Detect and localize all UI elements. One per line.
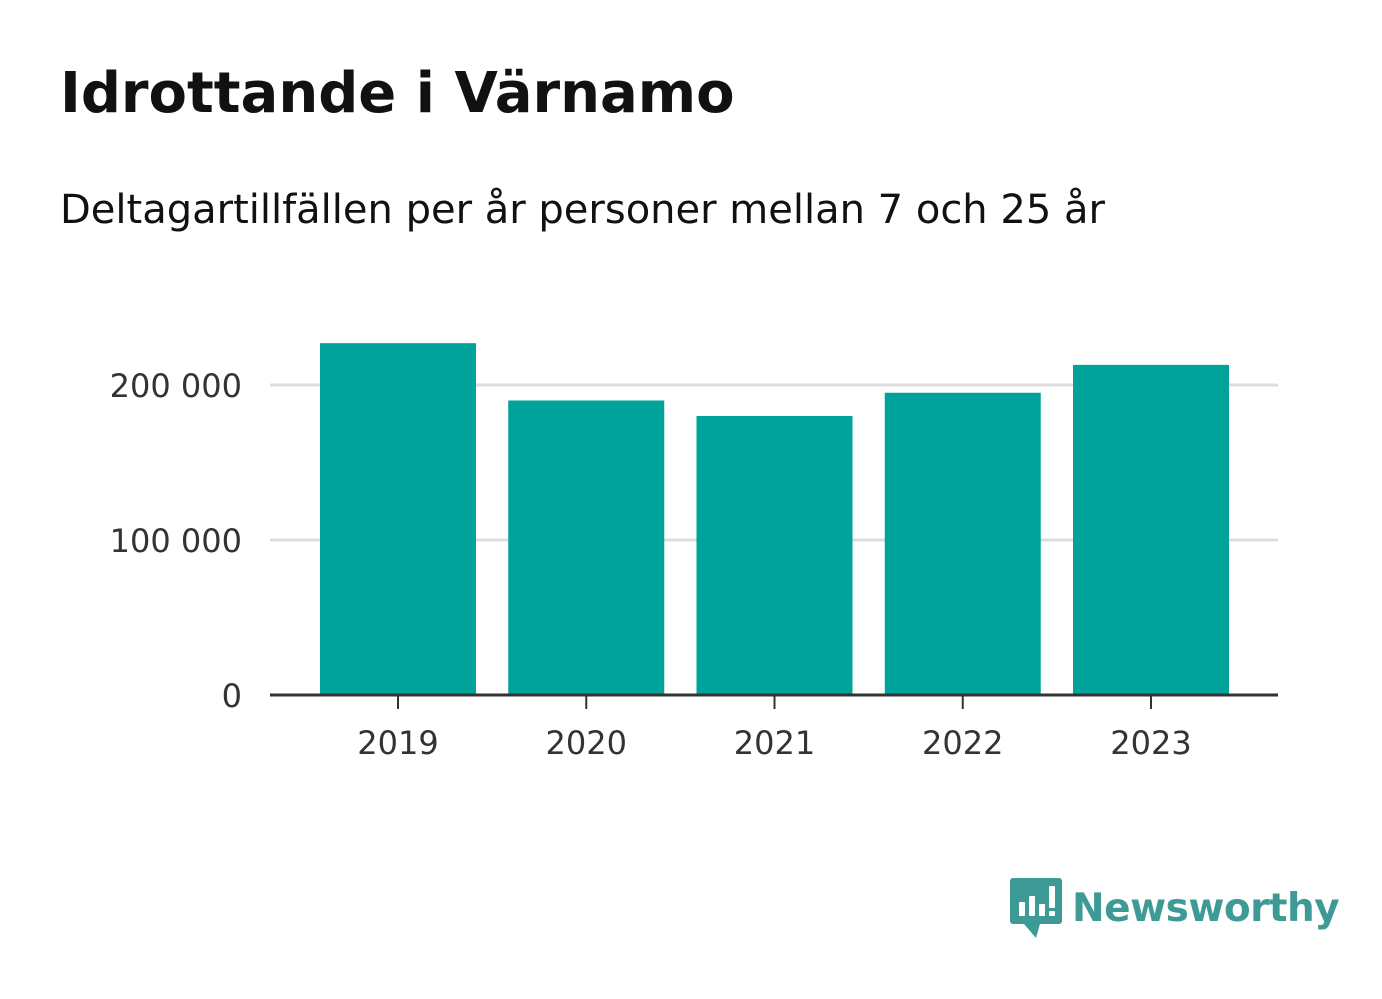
x-tick-label: 2020 [546,724,627,762]
bar-2019 [320,343,476,695]
bar-2022 [884,392,1041,695]
x-tick-label: 2019 [357,724,438,762]
chart-subtitle: Deltagartillfällen per år personer mella… [60,187,1105,233]
y-tick-label: 200 000 [110,367,242,405]
bar-2020 [508,400,665,695]
y-tick-label: 0 [222,677,242,715]
bar-2023 [1073,364,1229,695]
y-tick-label: 100 000 [110,522,242,560]
brand-name: Newsworthy [1072,885,1340,931]
bars [320,343,1229,695]
bar-2021 [696,416,853,695]
tick-labels: 0 100 000 200 000 2019 2020 2021 2022 2023 [110,367,1192,762]
bar-chart-speech-bubble-icon [1010,878,1062,938]
axes [270,693,1278,709]
x-tick-label: 2022 [922,724,1003,762]
chart-title: Idrottande i Värnamo [60,61,735,126]
newsworthy-logo: Newsworthy [1010,878,1340,938]
x-tick-label: 2021 [734,724,815,762]
x-tick-label: 2023 [1110,724,1191,762]
